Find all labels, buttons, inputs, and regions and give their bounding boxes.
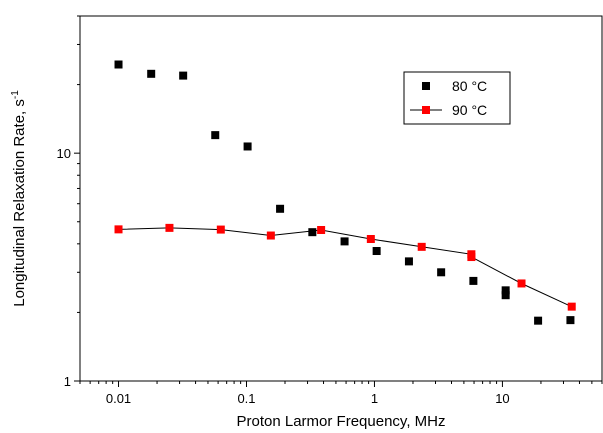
legend-marker [422, 106, 430, 114]
data-point [114, 225, 123, 234]
data-point [317, 226, 326, 235]
data-point [114, 60, 123, 69]
data-point [404, 257, 413, 266]
legend-marker [422, 82, 430, 90]
x-tick-label: 0.01 [106, 391, 131, 406]
y-axis-title: Longitudinal Relaxation Rate, s-1 [10, 90, 28, 307]
x-axis-title: Proton Larmor Frequency, MHz [237, 413, 446, 430]
data-point [372, 247, 381, 256]
data-point [366, 235, 375, 244]
data-point [469, 276, 478, 285]
data-point [165, 223, 174, 232]
series-layer [114, 60, 576, 325]
y-tick-label: 1 [64, 374, 71, 389]
data-point [276, 204, 285, 213]
data-point [340, 237, 349, 246]
axes-layer: 0.01 0.1 1 10 1 10 [57, 15, 603, 406]
x-tick-label: 10 [495, 391, 509, 406]
y-axis-title-main: Longitudinal Relaxation Rate, s [11, 99, 28, 307]
data-point [216, 225, 225, 234]
data-point [566, 316, 575, 325]
x-tick-label: 0.1 [237, 391, 255, 406]
data-point [437, 268, 446, 277]
data-point [243, 142, 252, 151]
data-point [567, 302, 576, 311]
legend-label: 90 °C [452, 102, 487, 118]
data-point [266, 231, 275, 240]
legend-box [403, 71, 511, 125]
plot-frame [79, 15, 603, 382]
y-axis-title-superscript: -1 [10, 90, 21, 99]
data-point [147, 69, 156, 78]
data-point [534, 316, 543, 325]
x-tick-label: 1 [371, 391, 378, 406]
legend-label: 80 °C [452, 78, 487, 94]
data-point [501, 286, 510, 295]
data-point [467, 253, 476, 262]
data-point [517, 279, 526, 288]
y-tick-label: 10 [57, 146, 71, 161]
data-point [179, 71, 188, 80]
legend: 80 °C 90 °C [403, 71, 511, 125]
data-point [417, 242, 426, 251]
data-point [308, 228, 317, 237]
data-point [211, 131, 220, 140]
data-point [501, 291, 510, 300]
